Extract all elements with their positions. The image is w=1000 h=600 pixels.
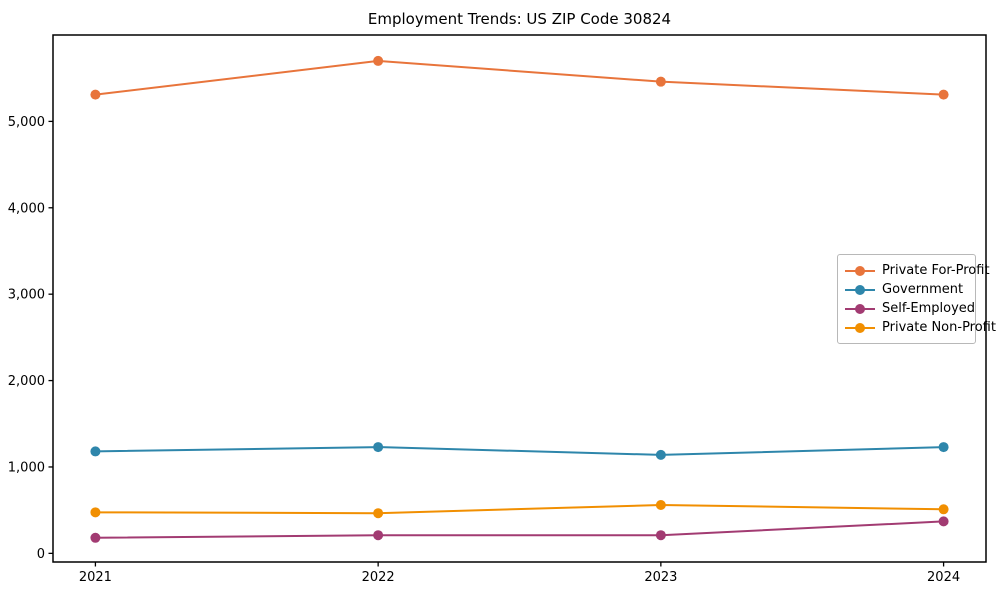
series-point-private-for-profit	[90, 89, 101, 100]
series-line-private-for-profit	[95, 59, 944, 96]
legend-label: Private For-Profit	[882, 263, 990, 278]
series-point-private-non-profit	[90, 507, 101, 518]
series-point-private-non-profit	[655, 499, 666, 510]
legend-label: Private Non-Profit	[882, 320, 996, 335]
y-tick-label: 4,000	[8, 201, 45, 216]
series-line-government	[95, 446, 944, 456]
series-point-private-non-profit	[373, 508, 384, 519]
series-point-government	[373, 442, 384, 453]
series-point-private-for-profit	[655, 76, 666, 87]
series-point-private-for-profit	[373, 55, 384, 66]
series-line-self-employed	[95, 520, 944, 539]
legend-item-private-for-profit: Private For-Profit	[845, 261, 990, 280]
series-point-government	[938, 442, 949, 453]
series-point-self-employed	[655, 530, 666, 541]
legend-item-self-employed: Self-Employed	[845, 299, 975, 318]
series-line-private-non-profit	[95, 503, 944, 515]
legend-marker-icon	[845, 284, 875, 295]
x-tick-label: 2022	[362, 570, 395, 585]
axes-frame	[52, 34, 987, 563]
x-tick-label: 2024	[927, 570, 960, 585]
y-tick-label: 1,000	[8, 460, 45, 475]
series-point-private-for-profit	[938, 89, 949, 100]
legend-marker-icon	[845, 303, 875, 314]
series-point-government	[655, 449, 666, 460]
series-point-private-non-profit	[938, 504, 949, 515]
y-tick-label: 5,000	[8, 115, 45, 130]
y-tick-label: 0	[37, 547, 45, 562]
series-point-government	[90, 446, 101, 457]
y-tick-label: 3,000	[8, 288, 45, 303]
chart-title: Employment Trends: US ZIP Code 30824	[367, 10, 672, 28]
series-point-self-employed	[938, 516, 949, 527]
series-point-self-employed	[373, 530, 384, 541]
y-tick-label: 2,000	[8, 374, 45, 389]
series-point-self-employed	[90, 532, 101, 543]
legend-item-private-non-profit: Private Non-Profit	[845, 318, 996, 337]
legend-item-government: Government	[845, 280, 967, 299]
legend-label: Government	[882, 282, 964, 297]
x-tick-label: 2021	[79, 570, 112, 585]
legend-label: Self-Employed	[882, 301, 976, 316]
legend: Private For-Profit Government Self-Employe…	[837, 254, 996, 344]
x-tick-label: 2023	[644, 570, 677, 585]
legend-marker-icon	[845, 265, 875, 276]
legend-marker-icon	[845, 322, 875, 333]
